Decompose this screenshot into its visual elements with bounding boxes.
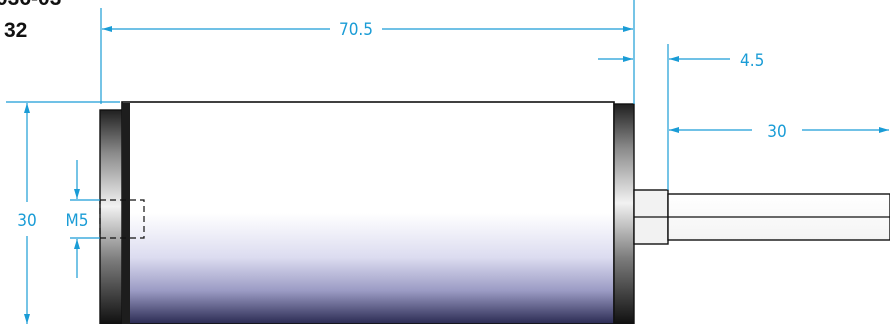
drawing-title-part-number: 036-03	[0, 0, 61, 9]
thread-label: M5	[66, 211, 89, 231]
shaft-length-label: 30	[767, 122, 786, 142]
motor-body	[99, 101, 890, 324]
m5-thread-hole-hidden-line	[99, 199, 145, 239]
dimension-overall-length	[100, 0, 635, 104]
diameter-label: 30	[17, 211, 36, 231]
dimension-thread	[70, 160, 100, 278]
rear-end-cap	[99, 109, 123, 324]
dimension-flange-offset	[598, 44, 730, 190]
flange-offset-label: 4.5	[740, 51, 764, 71]
front-flange-ring	[613, 103, 635, 324]
drawing-title-size: 32	[4, 19, 28, 42]
overall-length-label: 70.5	[339, 20, 373, 40]
rear-collar	[122, 103, 130, 324]
dimension-diameter	[6, 101, 120, 324]
motor-housing	[121, 101, 615, 324]
